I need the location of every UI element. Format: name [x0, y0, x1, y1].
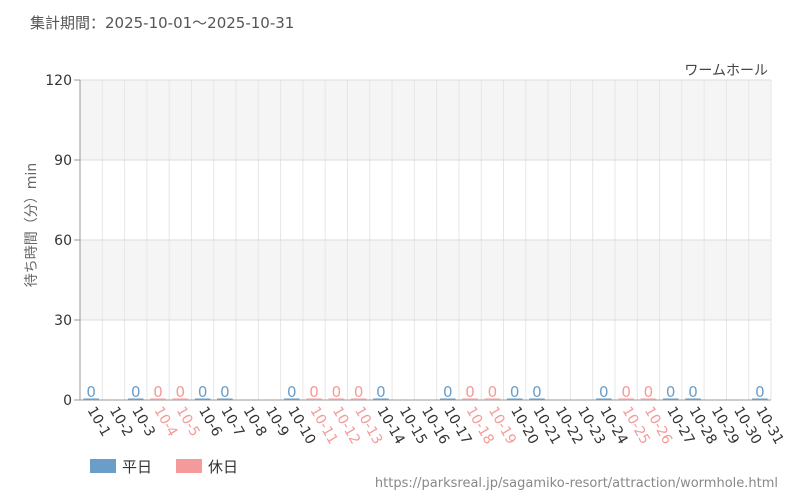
bar: [484, 398, 501, 400]
plot-band: [80, 240, 771, 320]
bar: [283, 398, 300, 400]
bar: [217, 398, 233, 400]
plot-band: [80, 160, 771, 240]
data-label: 0: [376, 383, 386, 401]
data-label: 0: [198, 383, 208, 401]
data-label: 0: [688, 383, 698, 401]
data-label: 0: [644, 383, 654, 401]
bar: [662, 398, 679, 400]
data-label: 0: [220, 383, 230, 401]
data-label: 0: [443, 383, 453, 401]
bar: [194, 398, 211, 400]
y-tick-label: 90: [54, 153, 72, 169]
bar: [640, 398, 657, 400]
bar: [685, 398, 701, 400]
data-label: 0: [153, 383, 163, 401]
data-label: 0: [532, 383, 542, 401]
data-label: 0: [332, 383, 342, 401]
data-label: 0: [86, 383, 96, 401]
legend-label: 休日: [208, 458, 238, 476]
bar: [350, 398, 367, 400]
bar: [462, 398, 478, 400]
plot-background: [80, 80, 771, 400]
data-label: 0: [287, 383, 297, 401]
plot-band: [80, 80, 771, 160]
data-label: 0: [176, 383, 186, 401]
bar: [618, 398, 634, 400]
y-tick-label: 60: [54, 233, 72, 249]
source-url[interactable]: https://parksreal.jp/sagamiko-resort/att…: [375, 476, 778, 491]
data-label: 0: [621, 383, 631, 401]
data-label: 0: [131, 383, 141, 401]
bar: [439, 398, 456, 400]
y-axis: 0 30 60 90 120: [45, 73, 81, 409]
bar: [328, 398, 345, 400]
legend: 平日 休日: [90, 458, 238, 476]
bar: [596, 398, 612, 400]
bar: [506, 398, 523, 400]
plot-band: [80, 320, 771, 400]
chart-title: ワームホール: [684, 63, 768, 79]
data-label: 0: [666, 383, 676, 401]
y-tick-label: 30: [54, 313, 72, 329]
bar: [83, 398, 99, 400]
bar: [373, 398, 389, 400]
data-label: 0: [755, 383, 765, 401]
y-axis-label: 待ち時間（分）min: [24, 163, 40, 287]
bar: [127, 398, 144, 400]
bar: [752, 398, 768, 400]
bar-marks: [83, 398, 768, 400]
bar: [529, 398, 545, 400]
data-label: 0: [309, 383, 319, 401]
bar: [150, 398, 166, 400]
bar: [306, 398, 322, 400]
legend-swatch: [90, 459, 116, 473]
data-label: 0: [354, 383, 364, 401]
period-label: 集計期間：2025-10-01〜2025-10-31: [30, 14, 294, 32]
legend-label: 平日: [122, 458, 152, 476]
bar: [172, 398, 189, 400]
y-tick-label: 0: [63, 393, 72, 409]
data-label: 0: [488, 383, 498, 401]
data-label: 0: [510, 383, 520, 401]
y-tick-label: 120: [45, 73, 72, 89]
data-label: 0: [465, 383, 475, 401]
legend-swatch: [176, 459, 202, 473]
x-tick-labels: 10-110-210-310-410-510-610-710-810-910-1…: [84, 404, 787, 447]
data-label: 0: [599, 383, 609, 401]
